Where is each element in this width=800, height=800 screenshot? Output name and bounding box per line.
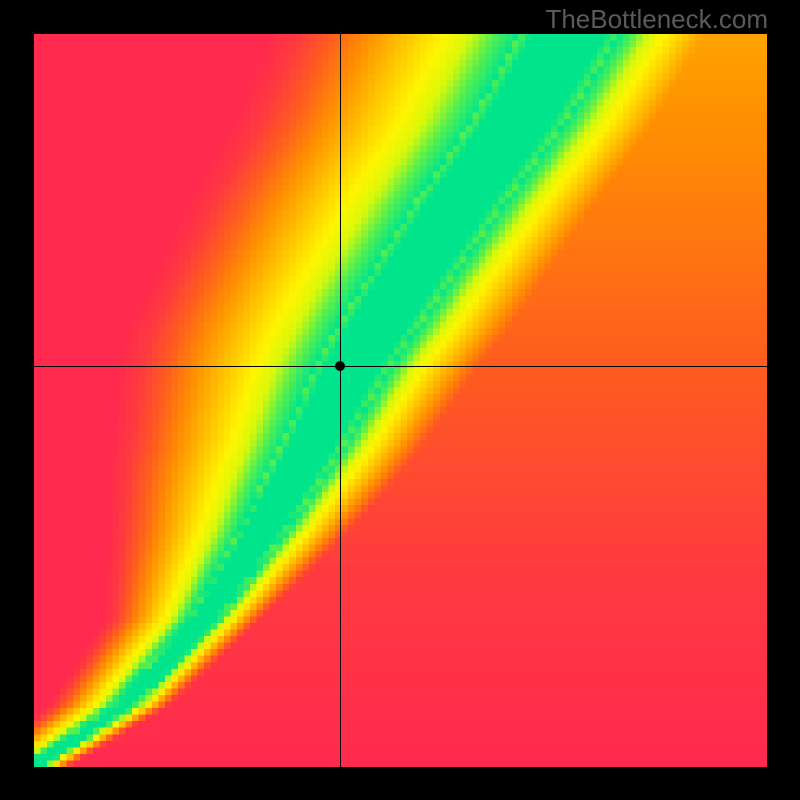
- crosshair-horizontal: [34, 366, 767, 367]
- chart-container: TheBottleneck.com: [0, 0, 800, 800]
- watermark-text: TheBottleneck.com: [545, 4, 768, 35]
- crosshair-vertical: [340, 34, 341, 767]
- bottleneck-heatmap: [34, 34, 767, 767]
